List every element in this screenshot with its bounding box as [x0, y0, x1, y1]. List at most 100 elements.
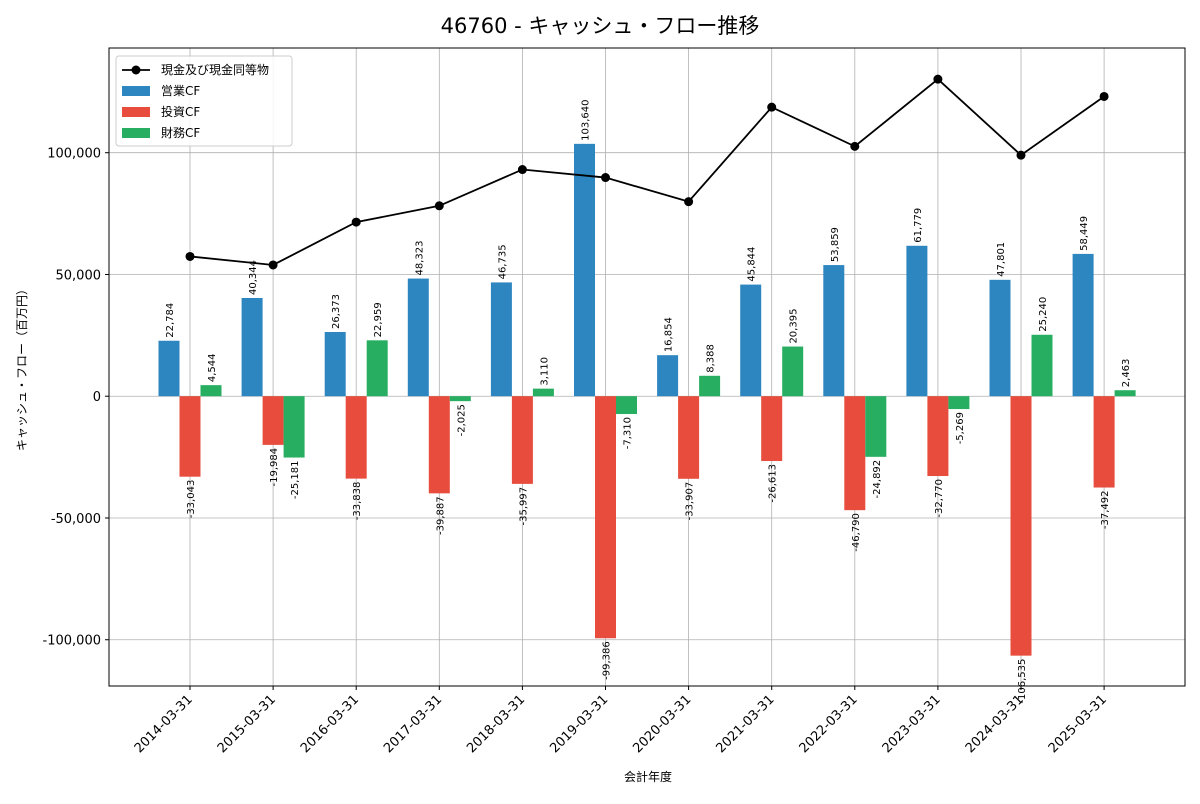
bar-1-9 — [927, 396, 949, 477]
legend-swatch-2 — [122, 128, 150, 138]
bar-value-label: 20,395 — [789, 309, 800, 344]
cash-balance-point — [351, 217, 361, 227]
bar-1-10 — [1010, 396, 1032, 656]
bar-value-label: 103,640 — [581, 99, 592, 140]
line-layer — [185, 74, 1109, 270]
y-tick-label: 50,000 — [56, 268, 102, 283]
x-axis-label: 会計年度 — [624, 769, 672, 784]
bar-value-label: 47,801 — [996, 242, 1007, 277]
bar-value-label: -39,887 — [435, 496, 446, 535]
legend-swatch-0 — [122, 86, 150, 96]
cash-balance-point — [434, 201, 444, 211]
bar-0-4 — [490, 282, 512, 397]
y-axis-label: キャッシュ・フロー（百万円） — [15, 283, 29, 451]
cash-balance-point — [185, 251, 195, 261]
y-tick-label: -50,000 — [51, 512, 101, 527]
bar-value-label: 2,463 — [1121, 359, 1132, 388]
bar-1-3 — [428, 396, 450, 494]
bar-value-label: -33,043 — [186, 480, 197, 519]
bar-layer — [158, 143, 1136, 656]
bar-value-label: 58,449 — [1079, 216, 1090, 251]
bar-value-label: 25,240 — [1038, 297, 1049, 332]
bar-value-label: -25,181 — [290, 461, 301, 500]
bar-1-4 — [511, 396, 533, 484]
legend-label-cash: 現金及び現金同等物 — [161, 62, 269, 77]
bar-2-5 — [616, 396, 637, 415]
bar-2-8 — [865, 396, 887, 457]
bar-0-6 — [657, 355, 679, 397]
legend-label-0: 営業CF — [161, 84, 200, 98]
cash-balance-point — [517, 165, 527, 175]
bar-value-label: -7,310 — [623, 417, 634, 449]
bar-2-6 — [699, 375, 721, 397]
bar-value-label: 22,959 — [373, 302, 384, 337]
cash-balance-point — [1016, 150, 1026, 160]
bar-value-label: -24,892 — [872, 460, 883, 499]
bar-value-label: 53,859 — [830, 227, 841, 262]
bar-1-8 — [844, 396, 866, 511]
bar-value-label: -26,613 — [768, 464, 779, 503]
y-tick-label: -100,000 — [43, 634, 101, 649]
legend-box — [115, 55, 293, 147]
plot-frame — [108, 47, 1186, 687]
cash-balance-point — [933, 74, 943, 84]
y-tick-label: 0 — [93, 390, 101, 405]
bar-2-0 — [200, 385, 222, 397]
bar-1-2 — [345, 396, 367, 479]
y-tick-label: 100,000 — [47, 147, 101, 162]
bar-value-label: -37,492 — [1100, 491, 1111, 530]
cash-balance-point — [850, 141, 860, 151]
bar-value-label: 61,779 — [913, 208, 924, 243]
bar-value-label: -99,386 — [602, 641, 613, 680]
bar-value-label: 26,373 — [331, 294, 342, 329]
bar-1-6 — [678, 396, 700, 479]
bar-0-3 — [407, 278, 429, 397]
bar-value-label: 8,388 — [706, 344, 717, 373]
cash-balance-point — [1099, 91, 1109, 101]
bar-value-label: -106,535 — [1017, 659, 1028, 704]
bar-value-label: -2,025 — [456, 404, 467, 436]
cash-balance-line — [189, 77, 1105, 266]
bar-value-label: -35,997 — [518, 487, 529, 526]
bar-0-7 — [740, 284, 762, 397]
cash-balance-point — [684, 197, 694, 207]
bar-1-5 — [595, 396, 616, 639]
bar-value-label: -32,770 — [934, 479, 945, 518]
bar-0-8 — [823, 265, 845, 397]
bar-0-2 — [324, 332, 346, 397]
bar-2-11 — [1114, 390, 1136, 397]
legend-swatch-1 — [122, 107, 150, 117]
bar-2-1 — [283, 396, 305, 458]
bar-value-label: -46,790 — [851, 513, 862, 552]
bar-value-label: 4,544 — [207, 354, 218, 383]
bar-0-10 — [989, 279, 1011, 397]
bar-2-7 — [782, 346, 804, 397]
cash-balance-point — [767, 102, 777, 112]
bar-value-label: -5,269 — [955, 412, 966, 444]
bar-value-label: -33,838 — [352, 482, 363, 521]
chart-title: 46760 - キャッシュ・フロー推移 — [441, 14, 760, 38]
bar-value-label: 40,344 — [248, 260, 259, 295]
bar-2-3 — [449, 396, 471, 402]
bar-0-1 — [241, 297, 263, 397]
legend-label-1: 投資CF — [161, 104, 200, 119]
bar-0-11 — [1072, 253, 1094, 397]
cash-balance-point — [268, 260, 278, 270]
bar-label-layer: 22,784 40,344 26,373 48,323 46,735 103,640 16,… — [165, 99, 1132, 703]
bar-2-10 — [1031, 334, 1053, 397]
bar-1-0 — [179, 396, 201, 477]
bar-value-label: 22,784 — [165, 303, 176, 338]
bar-value-label: 48,323 — [414, 241, 425, 276]
legend-marker-swatch — [131, 65, 141, 75]
cash-balance-point — [601, 173, 610, 183]
bar-value-label: -33,907 — [685, 482, 696, 521]
bar-0-9 — [906, 245, 928, 397]
bar-value-label: 45,844 — [747, 247, 758, 282]
bar-1-11 — [1093, 396, 1115, 488]
bar-value-label: 16,854 — [664, 317, 675, 352]
bar-2-4 — [532, 388, 554, 397]
bar-0-5 — [574, 143, 595, 397]
